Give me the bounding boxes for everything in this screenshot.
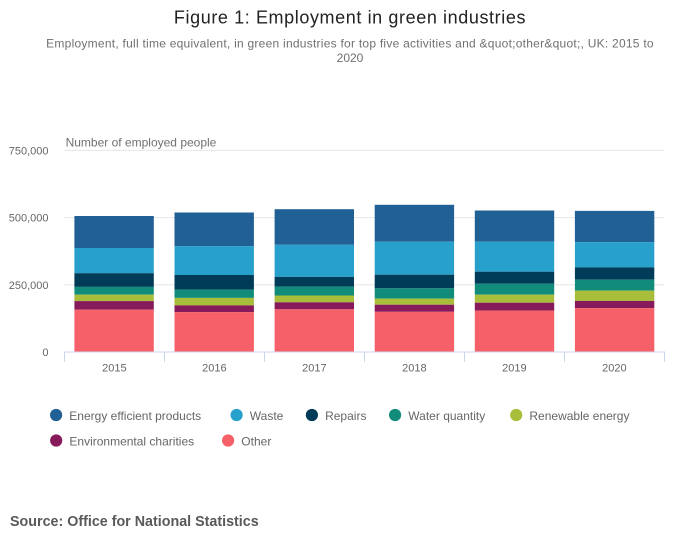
svg-text:Energy efficient products: Energy efficient products (69, 409, 201, 423)
svg-text:Figure 1: Employment in green: Figure 1: Employment in green industries (174, 7, 526, 27)
svg-text:750,000: 750,000 (9, 145, 49, 157)
svg-text:2015: 2015 (102, 363, 126, 375)
svg-text:Water quantity: Water quantity (408, 409, 485, 423)
svg-text:Source: Office for National St: Source: Office for National Statistics (10, 514, 259, 530)
svg-text:2020: 2020 (602, 363, 626, 375)
svg-text:2018: 2018 (402, 363, 426, 375)
svg-text:Employment, full time equivale: Employment, full time equivalent, in gre… (46, 37, 654, 51)
svg-text:2017: 2017 (302, 363, 326, 375)
svg-text:Number of employed people: Number of employed people (66, 136, 217, 150)
svg-text:250,000: 250,000 (9, 280, 49, 292)
svg-text:Waste: Waste (250, 409, 284, 423)
svg-text:2016: 2016 (202, 363, 226, 375)
svg-text:Renewable energy: Renewable energy (529, 409, 629, 423)
svg-text:0: 0 (42, 347, 48, 359)
svg-text:Other: Other (241, 435, 271, 449)
svg-text:Environmental charities: Environmental charities (69, 435, 194, 449)
svg-text:500,000: 500,000 (9, 213, 49, 225)
svg-text:2020: 2020 (337, 51, 364, 65)
svg-text:Repairs: Repairs (325, 409, 366, 423)
svg-text:2019: 2019 (502, 363, 526, 375)
